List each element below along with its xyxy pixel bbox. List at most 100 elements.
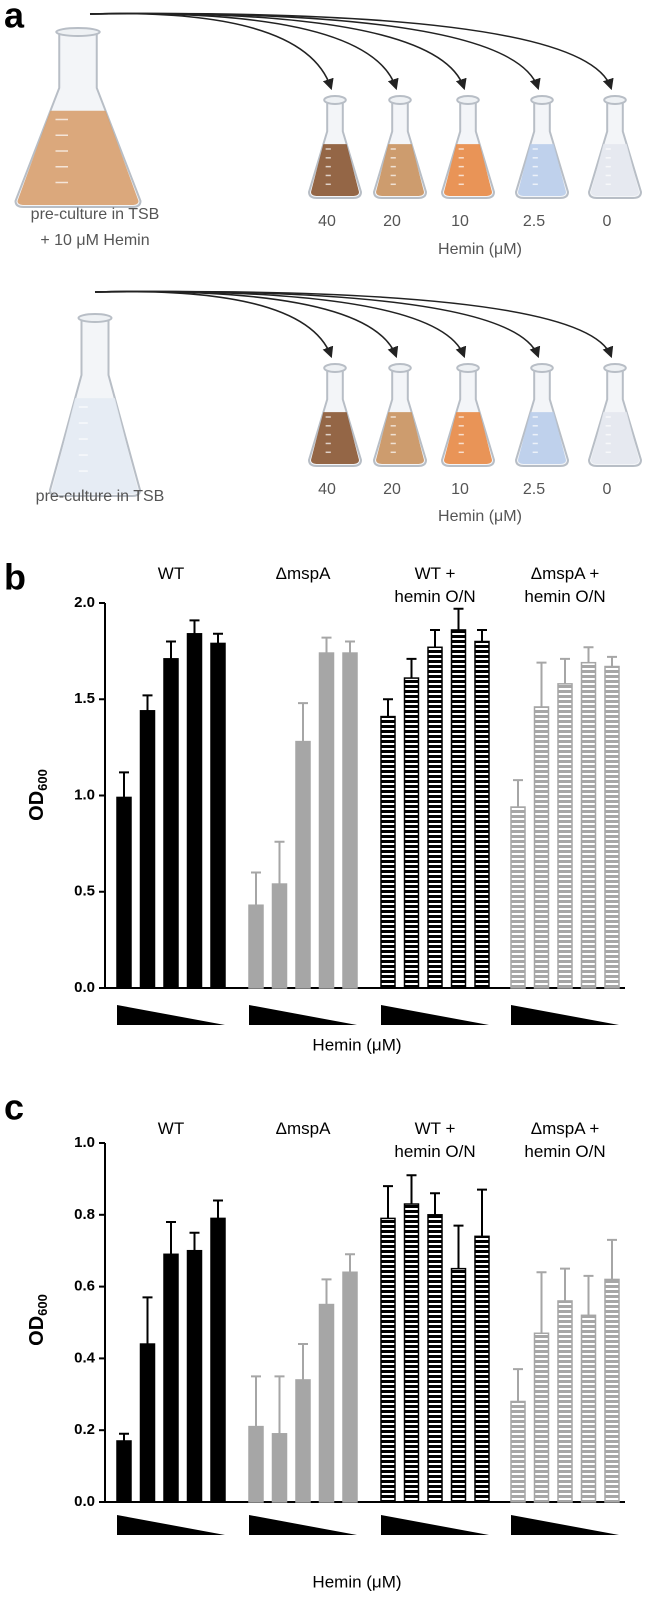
error-bar bbox=[383, 698, 393, 717]
error-bar bbox=[166, 1220, 176, 1255]
bar bbox=[580, 661, 597, 989]
concentration-label: 0 bbox=[603, 481, 612, 498]
bar bbox=[210, 642, 226, 989]
error-bar bbox=[119, 1432, 129, 1441]
bar bbox=[403, 1203, 420, 1503]
concentration-label: 2.5 bbox=[523, 213, 545, 230]
culture-flask-liquid bbox=[311, 144, 359, 196]
bar bbox=[295, 1379, 311, 1503]
concentration-label: 0 bbox=[603, 213, 612, 230]
y-tick-label: 1.5 bbox=[74, 690, 95, 707]
error-bar bbox=[274, 840, 285, 885]
error-bar bbox=[560, 1267, 570, 1301]
preculture-flask-rim bbox=[77, 313, 113, 323]
bar bbox=[450, 629, 467, 989]
y-tick-label: 1.0 bbox=[74, 1134, 95, 1151]
transfer-arrow bbox=[89, 12, 614, 91]
hemin-wedge bbox=[117, 1005, 225, 1025]
y-tick-label: 0.4 bbox=[74, 1349, 96, 1366]
bar bbox=[163, 1253, 179, 1503]
bar bbox=[510, 1400, 526, 1503]
error-bar bbox=[406, 1174, 417, 1205]
error-bar bbox=[298, 1343, 308, 1380]
panel-letter: c bbox=[4, 1087, 24, 1128]
transfer-arrow bbox=[94, 290, 467, 359]
error-bar bbox=[453, 607, 464, 630]
culture-flask-rim bbox=[456, 363, 480, 373]
group-label: WT + hemin O/N bbox=[394, 1119, 475, 1161]
bar bbox=[474, 640, 490, 989]
bar bbox=[139, 710, 156, 989]
culture-flask-rim bbox=[530, 363, 554, 373]
bar bbox=[186, 1249, 203, 1503]
culture-flask-rim bbox=[323, 95, 347, 105]
error-bar bbox=[430, 628, 440, 648]
group-label: WT + hemin O/N bbox=[394, 564, 475, 606]
bar bbox=[557, 683, 573, 989]
error-bar bbox=[251, 871, 261, 906]
y-tick-label: 2.0 bbox=[74, 594, 95, 611]
preculture-flask-rim bbox=[55, 27, 101, 37]
transfer-arrow bbox=[94, 290, 541, 359]
group-label: ΔmspA bbox=[276, 564, 331, 583]
concentration-label: 40 bbox=[318, 213, 336, 230]
bar bbox=[427, 1214, 443, 1503]
error-bar bbox=[345, 1253, 355, 1273]
culture-flask-liquid bbox=[376, 144, 424, 196]
group-label: WT bbox=[158, 1119, 184, 1138]
bar bbox=[318, 652, 335, 989]
hemin-wedge bbox=[511, 1515, 619, 1535]
bar bbox=[271, 883, 288, 989]
hemin-wedge bbox=[511, 1005, 619, 1025]
culture-flask-liquid bbox=[591, 144, 639, 196]
bar bbox=[403, 677, 420, 989]
bar bbox=[450, 1267, 467, 1503]
culture-flask-rim bbox=[603, 363, 627, 373]
error-bar bbox=[406, 657, 417, 679]
y-axis-label-main: OD bbox=[26, 791, 48, 821]
hemin-wedge bbox=[117, 1515, 225, 1535]
preculture-label: pre-culture in TSB bbox=[36, 488, 165, 505]
y-tick-label: 0.8 bbox=[74, 1206, 95, 1223]
error-bar bbox=[607, 1238, 617, 1280]
error-bar bbox=[536, 1271, 547, 1334]
bar bbox=[427, 646, 443, 989]
error-bar bbox=[345, 640, 355, 654]
y-axis-label-sub: 600 bbox=[35, 769, 50, 791]
bar bbox=[271, 1433, 288, 1503]
preculture-flask-liquid bbox=[17, 110, 139, 205]
culture-flask-liquid bbox=[591, 412, 639, 464]
bar bbox=[580, 1314, 597, 1503]
error-bar bbox=[477, 1188, 487, 1237]
hemin-wedge bbox=[381, 1005, 489, 1025]
concentration-label: 20 bbox=[383, 481, 401, 498]
group-label: ΔmspA bbox=[276, 1119, 331, 1138]
bar bbox=[557, 1300, 573, 1503]
bar bbox=[533, 706, 550, 989]
y-tick-label: 0.5 bbox=[74, 883, 95, 900]
error-bar bbox=[430, 1192, 440, 1215]
transfer-arrow bbox=[89, 12, 334, 91]
preculture-label: + 10 μM Hemin bbox=[40, 232, 149, 249]
concentration-label: 10 bbox=[451, 213, 469, 230]
bar bbox=[295, 740, 311, 989]
culture-flask-liquid bbox=[444, 144, 492, 196]
error-bar bbox=[321, 1278, 332, 1305]
hemin-wedge bbox=[249, 1005, 357, 1025]
error-bar bbox=[298, 702, 308, 742]
hemin-wedge bbox=[249, 1515, 357, 1535]
error-bar bbox=[213, 632, 223, 644]
culture-flask-liquid bbox=[518, 412, 566, 464]
error-bar bbox=[383, 1185, 393, 1219]
bar bbox=[342, 652, 358, 989]
bar bbox=[139, 1343, 156, 1503]
error-bar bbox=[477, 628, 487, 642]
bar bbox=[533, 1332, 550, 1503]
transfer-arrow bbox=[94, 290, 614, 359]
y-tick-label: 0.0 bbox=[74, 979, 95, 996]
error-bar bbox=[321, 636, 332, 654]
y-tick-label: 0.2 bbox=[74, 1421, 95, 1438]
culture-flask-liquid bbox=[311, 412, 359, 464]
